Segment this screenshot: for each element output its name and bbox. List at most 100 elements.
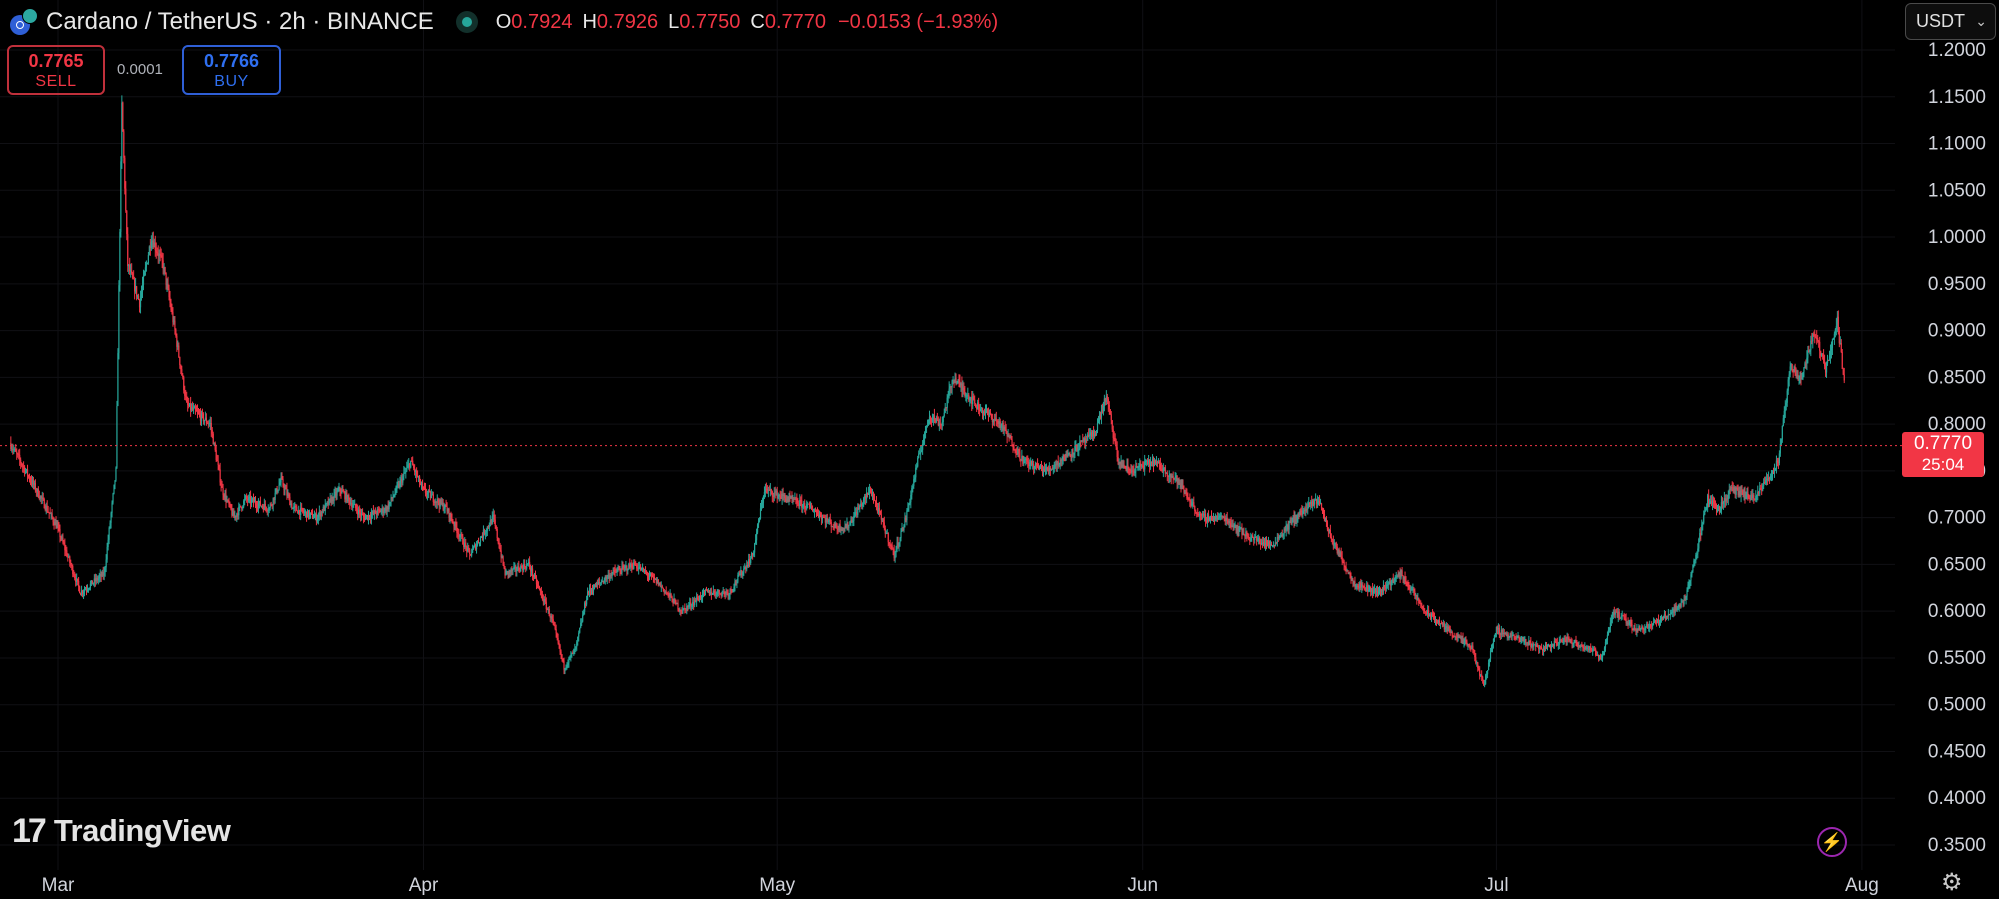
- candle-body: [1092, 430, 1095, 437]
- candle-body: [365, 515, 368, 517]
- candle-body: [1187, 498, 1189, 500]
- candle-body: [585, 599, 588, 605]
- candle-body: [1125, 468, 1127, 470]
- candle-body: [642, 567, 645, 572]
- candle-body: [698, 595, 701, 601]
- candle-body: [60, 537, 62, 539]
- candle-body: [1411, 589, 1413, 591]
- candle-body: [356, 508, 358, 511]
- candle-body: [1394, 577, 1396, 582]
- candle-body: [1057, 461, 1059, 465]
- cardano-tether-icon[interactable]: [8, 7, 38, 37]
- candle-body: [135, 286, 137, 292]
- candle-body: [1363, 585, 1365, 588]
- candle-body: [1443, 623, 1445, 630]
- candle-body: [1830, 348, 1833, 351]
- candle-body: [1174, 477, 1176, 479]
- candle-body: [404, 472, 406, 474]
- candle-body: [667, 592, 669, 594]
- candle-body: [1013, 446, 1015, 451]
- candle-body: [1000, 425, 1002, 428]
- candle-body: [665, 591, 667, 593]
- candle-body: [1314, 500, 1316, 505]
- candle-body: [381, 507, 383, 511]
- candle-body: [741, 570, 743, 576]
- candle-body: [1254, 536, 1256, 540]
- candle-body: [1008, 434, 1010, 439]
- candle-body: [1362, 584, 1364, 586]
- candle-body: [558, 642, 560, 646]
- symbol-title[interactable]: Cardano / TetherUS · 2h · BINANCE: [46, 8, 434, 35]
- candle-body: [971, 397, 973, 405]
- candle-body: [1196, 512, 1198, 514]
- candle-body: [359, 509, 361, 513]
- candle-body: [1406, 581, 1408, 583]
- candle-body: [984, 410, 987, 413]
- candle-body: [1473, 650, 1475, 653]
- candle-body: [902, 527, 904, 531]
- candle-body: [1467, 644, 1469, 646]
- candle-body: [185, 395, 187, 397]
- candle-body: [249, 496, 252, 503]
- candle-body: [1742, 490, 1744, 496]
- candle-body: [631, 564, 633, 569]
- candle-body: [801, 500, 803, 508]
- candle-body: [1475, 657, 1477, 664]
- candle-body: [332, 496, 334, 502]
- candle-body: [914, 477, 916, 480]
- candle-body: [1613, 611, 1615, 615]
- candle-body: [608, 574, 610, 579]
- candle-body: [497, 537, 499, 543]
- candle-body: [1549, 645, 1552, 649]
- candle-body: [614, 570, 616, 572]
- candle-body: [1093, 433, 1096, 437]
- candle-body: [53, 522, 55, 526]
- candle-body: [1332, 540, 1334, 546]
- candle-body: [301, 507, 303, 509]
- high-label: H: [582, 10, 597, 33]
- gear-icon[interactable]: ⚙: [1941, 869, 1963, 896]
- currency-select[interactable]: USDT ⌄: [1905, 3, 1996, 40]
- candle-body: [879, 510, 881, 515]
- candle-body: [1689, 580, 1691, 584]
- candle-body: [1233, 525, 1235, 527]
- candle-body: [293, 506, 295, 509]
- candle-body: [339, 487, 341, 491]
- candle-body: [157, 253, 159, 257]
- candle-body: [38, 497, 40, 499]
- candle-body: [1050, 468, 1052, 470]
- candle-body: [1185, 492, 1187, 494]
- candle-body: [1281, 534, 1283, 537]
- candle-body: [1843, 374, 1845, 381]
- candle-body: [138, 299, 141, 308]
- lightning-icon[interactable]: ⚡: [1817, 827, 1847, 857]
- candle-body: [1203, 514, 1205, 516]
- candle-body: [323, 506, 325, 511]
- sell-button[interactable]: 0.7765 SELL: [7, 45, 105, 95]
- bar-countdown: 25:04: [1921, 455, 1965, 474]
- candle-body: [1116, 447, 1118, 458]
- candle-body: [1452, 635, 1454, 637]
- candle-body: [979, 409, 981, 411]
- candle-body: [1667, 614, 1669, 617]
- candle-body: [916, 466, 918, 468]
- candle-body: [764, 488, 767, 493]
- candle-body: [263, 503, 265, 510]
- candle-body: [1165, 472, 1167, 474]
- buy-button[interactable]: 0.7766 BUY: [182, 45, 281, 95]
- candle-body: [140, 291, 143, 298]
- candle-body: [1724, 498, 1726, 502]
- candle-body: [256, 506, 259, 508]
- candle-body: [996, 420, 998, 422]
- market-status-icon[interactable]: [455, 11, 478, 33]
- candle-body: [1208, 517, 1211, 522]
- candle-body: [1066, 454, 1068, 457]
- candle-body: [1586, 647, 1588, 650]
- candle-body: [281, 476, 283, 479]
- candle-body: [829, 519, 831, 523]
- candle-body: [522, 566, 524, 571]
- candle-body: [1376, 590, 1379, 595]
- candle-body: [796, 498, 798, 504]
- tradingview-logo[interactable]: 17 TradingView: [12, 813, 231, 849]
